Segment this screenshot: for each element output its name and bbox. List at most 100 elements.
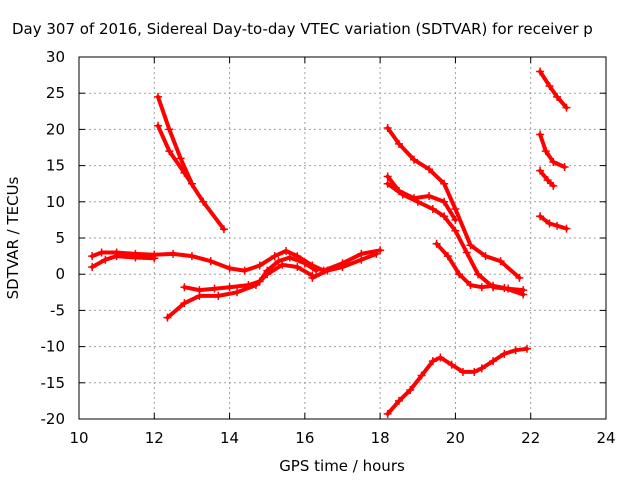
data-point-marker [500, 283, 509, 292]
data-point-marker [88, 252, 97, 261]
data-point-marker [97, 248, 106, 257]
series-arc-2 [90, 254, 157, 269]
data-point-marker [240, 266, 249, 275]
data-point-marker [308, 273, 317, 282]
data-point-marker [394, 396, 403, 405]
data-point-marker [549, 157, 558, 166]
data-point-marker [383, 172, 392, 181]
data-point-marker [440, 212, 449, 221]
data-point-marker [553, 221, 562, 230]
x-axis-label: GPS time / hours [279, 457, 405, 475]
x-tick-label: 12 [145, 429, 164, 447]
series-arc-4 [165, 262, 315, 320]
data-point-marker [225, 283, 234, 292]
series-arc-16 [538, 214, 569, 231]
data-point-marker [410, 155, 419, 164]
data-point-marker [406, 386, 415, 395]
data-point-marker [282, 247, 291, 256]
data-point-marker [372, 249, 381, 258]
data-point-marker [443, 252, 452, 261]
y-tick-label: 10 [46, 193, 65, 211]
data-point-marker [496, 257, 505, 266]
data-point-marker [545, 81, 554, 90]
data-point-marker [219, 225, 228, 234]
data-point-marker [440, 179, 449, 188]
data-point-marker [383, 409, 392, 418]
x-tick-label: 24 [596, 429, 615, 447]
data-point-marker [536, 130, 545, 139]
data-point-marker [180, 283, 189, 292]
data-point-marker [500, 349, 509, 358]
data-point-marker [560, 163, 569, 172]
data-point-marker [154, 92, 163, 101]
data-point-marker [536, 212, 545, 221]
data-point-marker [176, 154, 185, 163]
data-point-marker [562, 224, 571, 233]
data-point-marker [187, 252, 196, 261]
data-point-marker [489, 281, 498, 290]
data-point-marker [477, 283, 486, 292]
y-tick-labels: -20 -15 -10 -5 0 5 10 15 20 25 30 [41, 48, 66, 428]
data-point-marker [180, 168, 189, 177]
series-arc-12 [385, 346, 529, 416]
y-tick-label: 0 [55, 265, 65, 283]
data-point-marker [432, 239, 441, 248]
data-point-marker [251, 281, 260, 290]
series-arc-6 [156, 94, 194, 186]
data-point-marker [180, 299, 189, 308]
data-point-marker [549, 181, 558, 190]
x-tick-labels: 10 12 14 16 18 20 22 24 [69, 429, 615, 447]
y-tick-label: -20 [41, 410, 66, 428]
x-tick-label: 16 [295, 429, 314, 447]
axis-ticks [78, 56, 607, 420]
y-axis-label: SDTVAR / TECUs [4, 176, 22, 299]
data-point-marker [210, 284, 219, 293]
data-point-marker [545, 219, 554, 228]
data-point-marker [101, 255, 110, 264]
data-point-marker [278, 260, 287, 269]
data-point-marker [263, 270, 272, 279]
data-point-marker [383, 123, 392, 132]
data-point-marker [541, 147, 550, 156]
data-point-marker [474, 270, 483, 279]
data-point-marker [462, 248, 471, 257]
x-tick-label: 10 [69, 429, 88, 447]
data-point-marker [455, 270, 464, 279]
data-point-marker [165, 125, 174, 134]
data-point-marker [255, 261, 264, 270]
data-point-marker [285, 253, 294, 262]
data-point-marker [274, 257, 283, 266]
plot-frame [78, 56, 607, 420]
series-arc-14 [538, 132, 567, 169]
x-tick-label: 20 [446, 429, 465, 447]
series-arc-15 [538, 168, 556, 188]
data-point-marker [451, 226, 460, 235]
y-tick-label: 15 [46, 157, 65, 175]
chart-title: Day 307 of 2016, Sidereal Day-to-day VTE… [12, 20, 593, 38]
y-tick-label: -10 [41, 338, 66, 356]
y-tick-label: 25 [46, 84, 65, 102]
data-point-marker [458, 367, 467, 376]
data-point-marker [357, 255, 366, 264]
data-point-marker [436, 353, 445, 362]
data-point-marker [447, 360, 456, 369]
data-point-marker [150, 254, 159, 263]
data-point-marker [312, 266, 321, 275]
data-point-marker [466, 281, 475, 290]
data-point-marker [206, 257, 215, 266]
data-point-marker [163, 313, 172, 322]
data-point-marker [466, 241, 475, 250]
data-point-marker [428, 205, 437, 214]
data-point-marker [131, 253, 140, 262]
data-point-marker [88, 262, 97, 271]
data-point-marker [470, 367, 479, 376]
y-tick-label: -15 [41, 374, 66, 392]
data-point-marker [214, 291, 223, 300]
data-point-marker [169, 249, 178, 258]
data-point-marker [451, 205, 460, 214]
data-point-marker [112, 252, 121, 261]
data-point-marker [398, 190, 407, 199]
x-tick-label: 22 [521, 429, 540, 447]
data-point-marker [489, 357, 498, 366]
